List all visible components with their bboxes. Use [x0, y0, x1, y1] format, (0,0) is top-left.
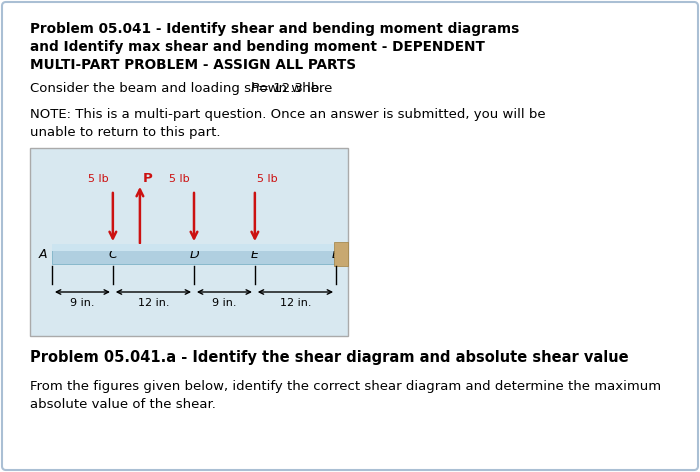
Text: E: E [251, 247, 259, 261]
Bar [30, 148, 348, 336]
Text: 9 in.: 9 in. [70, 298, 94, 308]
Text: = 12.3 lb.: = 12.3 lb. [258, 82, 323, 95]
Text: 12 in.: 12 in. [138, 298, 169, 308]
Text: and Identify max shear and bending moment - DEPENDENT: and Identify max shear and bending momen… [30, 40, 485, 54]
Text: absolute value of the shear.: absolute value of the shear. [30, 398, 216, 411]
Text: Consider the beam and loading shown where: Consider the beam and loading shown wher… [30, 82, 337, 95]
Text: From the figures given below, identify the correct shear diagram and determine t: From the figures given below, identify t… [30, 380, 661, 393]
Bar [52, 244, 336, 264]
Text: Problem 05.041.a - Identify the shear diagram and absolute shear value: Problem 05.041.a - Identify the shear di… [30, 350, 629, 365]
Text: 9 in.: 9 in. [212, 298, 237, 308]
Text: B: B [332, 247, 340, 261]
Text: 5 lb: 5 lb [257, 174, 277, 184]
Bar [334, 242, 348, 266]
Text: unable to return to this part.: unable to return to this part. [30, 126, 220, 139]
Text: NOTE: This is a multi-part question. Once an answer is submitted, you will be: NOTE: This is a multi-part question. Onc… [30, 108, 545, 121]
Text: P: P [143, 172, 153, 185]
Text: MULTI-PART PROBLEM - ASSIGN ALL PARTS: MULTI-PART PROBLEM - ASSIGN ALL PARTS [30, 58, 356, 72]
Text: 5 lb: 5 lb [88, 174, 109, 184]
Text: A: A [38, 247, 47, 261]
Text: P: P [251, 82, 258, 95]
Text: D: D [189, 247, 199, 261]
Bar [52, 244, 336, 251]
Text: 5 lb: 5 lb [169, 174, 190, 184]
Text: 12 in.: 12 in. [280, 298, 312, 308]
Text: C: C [108, 247, 117, 261]
Text: Problem 05.041 - Identify shear and bending moment diagrams: Problem 05.041 - Identify shear and bend… [30, 22, 519, 36]
